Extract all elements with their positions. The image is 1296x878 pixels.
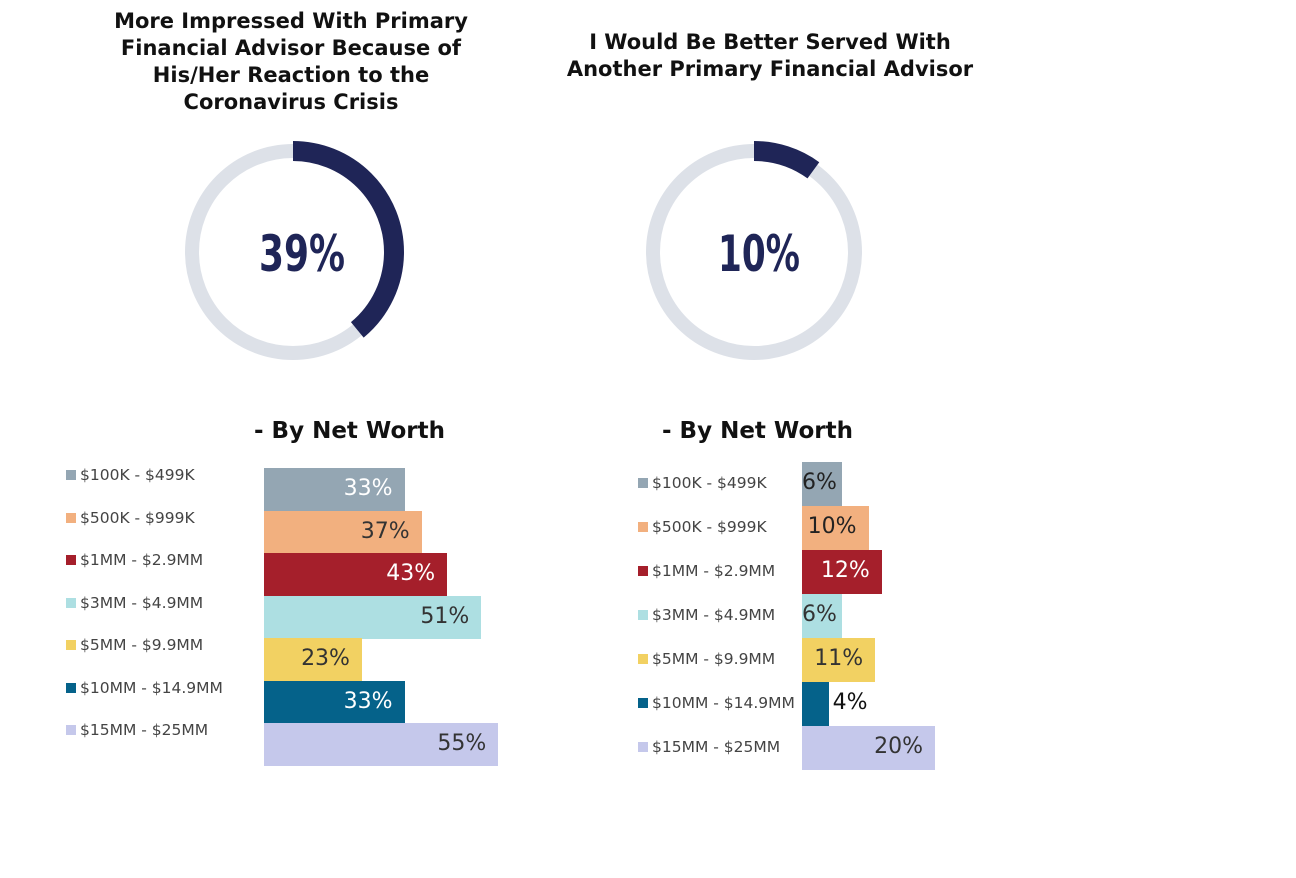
donut-value-label: 39%: [259, 225, 345, 283]
bar-value-label: 37%: [360, 518, 410, 544]
legend-item: $15MM - $25MM: [66, 721, 208, 739]
legend-label: $5MM - $9.9MM: [80, 636, 204, 654]
bar-value-label: 10%: [807, 514, 857, 539]
donut-arc: [643, 141, 865, 363]
bar: [264, 468, 405, 511]
legend-item: $100K - $499K: [66, 466, 195, 484]
bar: [264, 553, 448, 596]
bar-value-label: 43%: [386, 561, 436, 586]
legend-swatch: [638, 610, 648, 620]
bar-value-label: 51%: [420, 603, 470, 629]
bar: [264, 723, 499, 766]
legend-label: $500K - $999K: [652, 518, 767, 536]
legend-item: $100K - $499K: [638, 474, 767, 492]
bar: [264, 510, 422, 554]
bar: [802, 682, 829, 726]
legend-swatch: [638, 742, 648, 752]
bar-value-label: 4%: [832, 690, 868, 715]
legend-item: $500K - $999K: [66, 509, 195, 527]
bar: [264, 638, 362, 681]
legend-label: $100K - $499K: [652, 474, 767, 492]
bar: [802, 506, 869, 550]
legend-swatch: [66, 555, 76, 565]
bar: [802, 638, 876, 682]
legend-swatch: [66, 470, 76, 480]
legend-swatch: [66, 725, 76, 735]
bar-value-label: 6%: [802, 602, 837, 627]
legend-item: $1MM - $2.9MM: [638, 562, 775, 580]
legend-swatch: [66, 640, 76, 650]
legend-label: $1MM - $2.9MM: [652, 562, 776, 580]
bar-value-label: 23%: [301, 646, 350, 671]
legend-item: $10MM - $14.9MM: [66, 679, 223, 697]
legend-item: $10MM - $14.9MM: [638, 694, 795, 712]
legend-swatch: [638, 566, 648, 576]
donut-arc: [182, 141, 404, 363]
legend-label: $15MM - $25MM: [652, 738, 781, 756]
bar: [802, 462, 842, 506]
panel-2-subtitle: - By Net Worth: [662, 418, 853, 444]
legend-item: $1MM - $2.9MM: [66, 551, 203, 569]
donut-chart-impressed: 39%: [182, 141, 404, 363]
bar-value-label: 20%: [874, 734, 923, 759]
legend-item: $5MM - $9.9MM: [638, 650, 775, 668]
legend-label: $100K - $499K: [80, 466, 195, 484]
legend-label: $3MM - $4.9MM: [80, 593, 204, 612]
panel-1-subtitle: - By Net Worth: [254, 418, 445, 444]
bar: [264, 595, 482, 639]
legend-swatch: [66, 597, 76, 608]
panel-2-title: I Would Be Better Served With Another Pr…: [566, 30, 974, 81]
bar-value-label: 33%: [343, 688, 393, 714]
panel-1-title: More Impressed With Primary Financial Ad…: [114, 9, 468, 114]
bar-value-label: 33%: [343, 476, 393, 501]
bar-value-label: 12%: [820, 558, 870, 583]
bar: [802, 594, 842, 638]
legend-swatch: [638, 654, 648, 664]
bar: [264, 680, 405, 724]
donut-chart-better-served: 10%: [643, 141, 865, 363]
bar-value-label: 11%: [814, 646, 864, 671]
legend-item: $3MM - $4.9MM: [638, 606, 775, 624]
legend-label: $5MM - $9.9MM: [652, 650, 776, 668]
legend-label: $15MM - $25MM: [80, 721, 209, 739]
legend-swatch: [638, 698, 648, 708]
bar: [802, 726, 935, 770]
legend-swatch: [66, 682, 76, 693]
legend-swatch: [638, 478, 648, 488]
legend-item: $15MM - $25MM: [638, 738, 780, 756]
legend-item: $500K - $999K: [638, 518, 767, 536]
legend-item: $3MM - $4.9MM: [66, 594, 203, 612]
legend-label: $10MM - $14.9MM: [652, 694, 795, 712]
donut-value-label: 10%: [718, 225, 800, 283]
legend-label: $10MM - $14.9MM: [80, 678, 223, 697]
legend-label: $1MM - $2.9MM: [80, 551, 204, 569]
legend-label: $3MM - $4.9MM: [652, 606, 776, 624]
legend-item: $5MM - $9.9MM: [66, 636, 203, 654]
bar: [802, 550, 882, 594]
legend-swatch: [638, 522, 648, 532]
bar-value-label: 6%: [802, 470, 837, 495]
legend-label: $500K - $999K: [80, 508, 195, 527]
bar-value-label: 55%: [437, 731, 487, 756]
legend-swatch: [66, 512, 76, 523]
